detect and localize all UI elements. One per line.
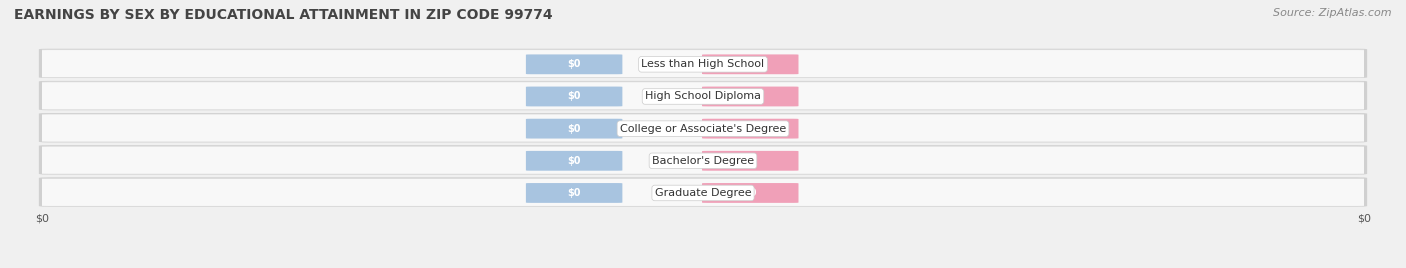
FancyBboxPatch shape — [39, 146, 1367, 174]
Text: $0: $0 — [568, 124, 581, 134]
FancyBboxPatch shape — [526, 151, 623, 171]
Text: Bachelor's Degree: Bachelor's Degree — [652, 156, 754, 166]
FancyBboxPatch shape — [39, 50, 1367, 78]
FancyBboxPatch shape — [39, 114, 1367, 142]
Text: $0: $0 — [568, 59, 581, 69]
Text: $0: $0 — [568, 91, 581, 102]
FancyBboxPatch shape — [702, 87, 799, 106]
FancyBboxPatch shape — [39, 49, 1367, 78]
FancyBboxPatch shape — [526, 87, 623, 106]
Text: College or Associate's Degree: College or Associate's Degree — [620, 124, 786, 134]
Text: Source: ZipAtlas.com: Source: ZipAtlas.com — [1274, 8, 1392, 18]
FancyBboxPatch shape — [39, 178, 1367, 206]
FancyBboxPatch shape — [39, 177, 1367, 207]
FancyBboxPatch shape — [702, 54, 799, 74]
Text: Graduate Degree: Graduate Degree — [655, 188, 751, 198]
FancyBboxPatch shape — [526, 54, 623, 74]
Text: $0: $0 — [744, 124, 756, 134]
FancyBboxPatch shape — [39, 113, 1367, 142]
FancyBboxPatch shape — [39, 81, 1367, 110]
Text: EARNINGS BY SEX BY EDUCATIONAL ATTAINMENT IN ZIP CODE 99774: EARNINGS BY SEX BY EDUCATIONAL ATTAINMEN… — [14, 8, 553, 22]
FancyBboxPatch shape — [702, 183, 799, 203]
Text: $0: $0 — [744, 156, 756, 166]
Text: High School Diploma: High School Diploma — [645, 91, 761, 102]
FancyBboxPatch shape — [39, 82, 1367, 110]
Text: $0: $0 — [744, 91, 756, 102]
Text: $0: $0 — [568, 156, 581, 166]
Text: $0: $0 — [568, 188, 581, 198]
FancyBboxPatch shape — [526, 183, 623, 203]
FancyBboxPatch shape — [526, 119, 623, 139]
Text: $0: $0 — [744, 188, 756, 198]
FancyBboxPatch shape — [39, 145, 1367, 174]
FancyBboxPatch shape — [702, 151, 799, 171]
Text: Less than High School: Less than High School — [641, 59, 765, 69]
Text: $0: $0 — [744, 59, 756, 69]
FancyBboxPatch shape — [702, 119, 799, 139]
